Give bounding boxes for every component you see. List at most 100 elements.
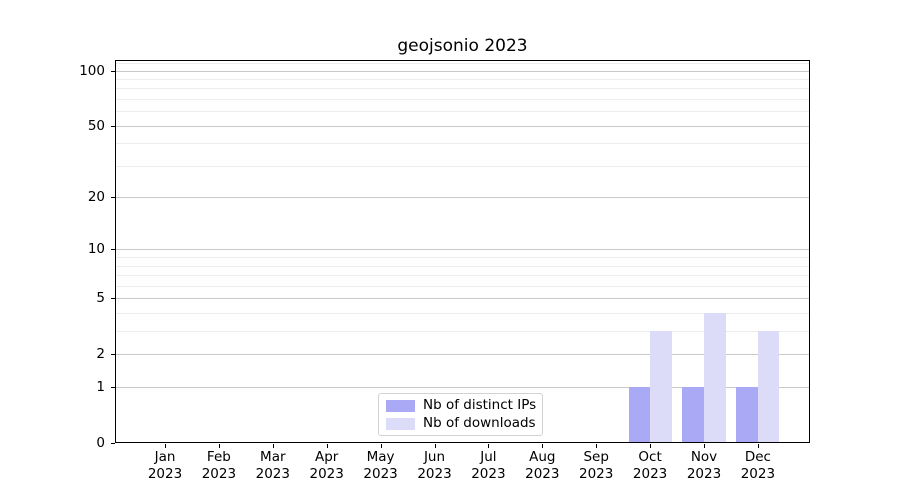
minor-gridline: [115, 78, 810, 80]
x-tick-label: Aug 2023: [525, 449, 559, 482]
major-gridline: [115, 387, 810, 389]
chart-title: geojsonio 2023: [397, 36, 528, 56]
x-tick-label: Jun 2023: [417, 449, 451, 482]
y-tick-mark: [111, 249, 115, 251]
minor-gridline: [115, 257, 810, 259]
minor-gridline: [115, 98, 810, 100]
minor-gridline: [115, 143, 810, 145]
x-tick-year: 2023: [363, 465, 398, 482]
legend: Nb of distinct IPs Nb of downloads: [378, 393, 543, 436]
x-tick-label: Dec 2023: [741, 449, 775, 482]
bar: [736, 387, 758, 443]
minor-gridline: [115, 275, 810, 277]
y-tick-mark: [111, 125, 115, 127]
x-tick-mark: [488, 444, 490, 448]
x-tick-month: May: [366, 449, 395, 465]
y-tick-mark: [111, 197, 115, 199]
x-tick-mark: [757, 444, 759, 448]
x-tick-label: Mar 2023: [256, 449, 290, 482]
legend-swatch-distinct-ips: [386, 399, 415, 412]
minor-gridline: [115, 165, 810, 167]
y-tick-label: 20: [87, 189, 105, 206]
bar: [757, 331, 780, 443]
bar: [650, 331, 672, 443]
x-tick-mark: [165, 444, 166, 448]
minor-gridline: [115, 62, 810, 64]
x-tick-label: Feb 2023: [202, 449, 236, 482]
minor-gridline: [115, 265, 810, 267]
legend-swatch-downloads: [386, 417, 415, 430]
x-tick-mark: [650, 444, 652, 448]
x-tick-month: Aug: [529, 449, 556, 465]
y-tick-label: 50: [87, 117, 105, 134]
x-tick-mark: [596, 444, 598, 448]
y-tick-label: 5: [96, 290, 105, 307]
major-gridline: [115, 298, 810, 300]
x-tick-year: 2023: [309, 465, 344, 482]
y-tick-mark: [111, 354, 115, 356]
x-tick-label: Oct 2023: [633, 449, 667, 482]
major-gridline: [115, 197, 810, 199]
bar: [628, 387, 651, 443]
x-tick-label: Sep 2023: [579, 449, 613, 482]
y-tick-mark: [111, 387, 115, 389]
x-tick-year: 2023: [417, 465, 452, 482]
x-tick-label: May 2023: [363, 449, 397, 482]
legend-label-distinct-ips: Nb of distinct IPs: [423, 397, 537, 413]
y-tick-label: 100: [79, 62, 105, 79]
x-tick-year: 2023: [147, 465, 183, 482]
x-tick-label: Apr 2023: [310, 449, 344, 482]
y-tick-mark: [111, 298, 115, 300]
x-tick-month: Oct: [638, 449, 662, 465]
major-gridline: [115, 125, 810, 127]
x-tick-label: Jan 2023: [148, 449, 182, 482]
x-tick-month: Nov: [690, 449, 718, 465]
x-tick-year: 2023: [525, 465, 560, 482]
x-tick-year: 2023: [255, 465, 290, 482]
x-tick-month: Jul: [480, 449, 497, 465]
legend-item-downloads: Nb of downloads: [386, 416, 542, 431]
x-tick-month: Jan: [154, 449, 176, 465]
x-tick-year: 2023: [740, 465, 776, 482]
y-tick-label: 2: [96, 346, 105, 363]
minor-gridline: [115, 313, 810, 315]
x-tick-year: 2023: [686, 465, 722, 482]
x-tick-mark: [434, 444, 436, 448]
major-gridline: [115, 354, 810, 356]
x-tick-mark: [326, 444, 328, 448]
x-tick-mark: [218, 444, 220, 448]
x-tick-month: Mar: [260, 449, 286, 465]
minor-gridline: [115, 88, 810, 90]
y-tick-label: 1: [96, 379, 105, 396]
x-tick-month: Feb: [206, 449, 231, 465]
x-tick-month: Apr: [315, 449, 339, 465]
x-tick-mark: [272, 444, 274, 448]
x-tick-month: Jun: [423, 449, 446, 465]
x-tick-mark: [542, 444, 544, 448]
legend-item-distinct-ips: Nb of distinct IPs: [386, 398, 542, 413]
minor-gridline: [115, 331, 810, 333]
plot-area: [115, 60, 810, 443]
y-tick-label: 10: [87, 241, 105, 258]
y-tick-mark: [111, 70, 115, 72]
x-tick-mark: [380, 444, 382, 448]
bar: [704, 313, 726, 443]
minor-gridline: [115, 285, 810, 287]
y-tick-label: 0: [96, 435, 105, 451]
y-tick-mark: [111, 443, 115, 444]
x-tick-month: Sep: [583, 449, 609, 465]
x-tick-year: 2023: [632, 465, 668, 482]
minor-gridline: [115, 111, 810, 113]
x-tick-year: 2023: [471, 465, 506, 482]
bar: [682, 387, 704, 443]
legend-label-downloads: Nb of downloads: [423, 415, 536, 431]
x-tick-mark: [704, 444, 705, 448]
x-tick-month: Dec: [744, 449, 771, 465]
x-tick-year: 2023: [201, 465, 237, 482]
x-tick-label: Jul 2023: [471, 449, 505, 482]
x-tick-label: Nov 2023: [687, 449, 721, 482]
major-gridline: [115, 249, 810, 251]
major-gridline: [115, 70, 810, 72]
x-tick-year: 2023: [579, 465, 614, 482]
